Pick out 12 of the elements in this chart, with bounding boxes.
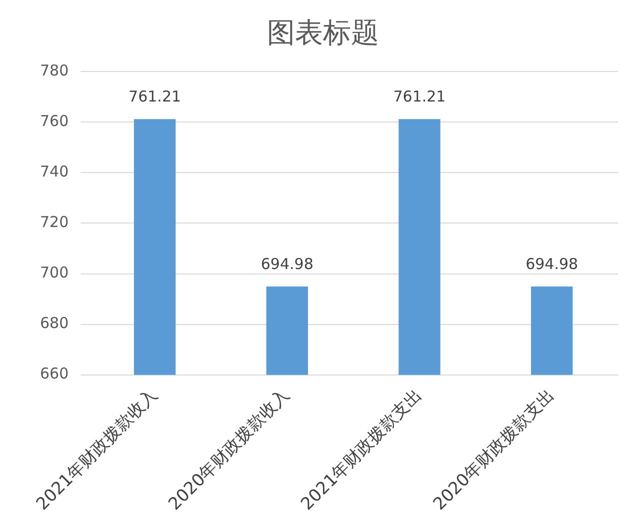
y-tick-label: 740: [40, 162, 69, 181]
y-tick-label: 760: [40, 112, 69, 130]
data-label: 761.21: [128, 87, 182, 106]
chart-title: 图表标题: [267, 16, 379, 50]
data-label: 694.98: [526, 254, 578, 273]
y-tick-label: 720: [40, 213, 69, 232]
data-label: 761.21: [393, 87, 446, 106]
y-tick-label: 700: [40, 264, 69, 282]
data-label: 694.98: [260, 254, 314, 273]
y-tick-label: 680: [40, 314, 69, 332]
y-tick-label: 780: [40, 61, 69, 80]
y-tick-label: 660: [40, 364, 69, 383]
